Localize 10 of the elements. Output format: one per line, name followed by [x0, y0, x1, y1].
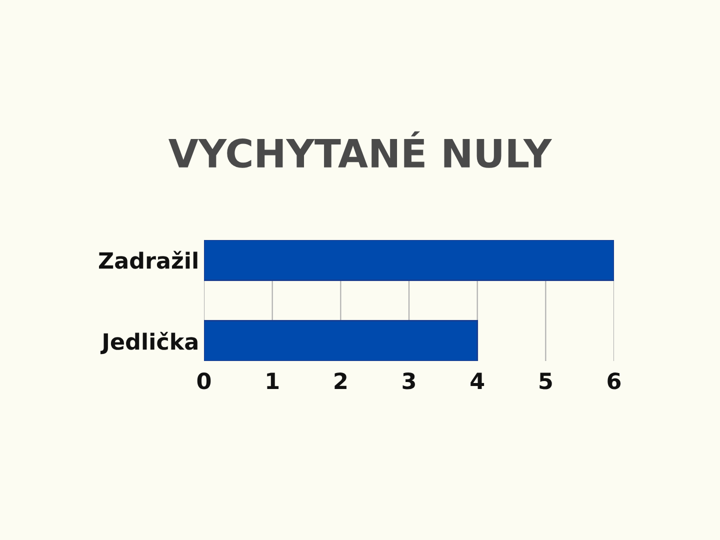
- x-tick-label: 1: [267, 372, 279, 389]
- x-tick-label: 2: [334, 372, 346, 389]
- x-tick-label: 6: [608, 372, 621, 390]
- x-tick-label: 0: [197, 372, 211, 390]
- y-tick-label: Jedlička: [100, 332, 198, 354]
- x-tick-label: 5: [540, 372, 552, 390]
- y-tick-label: Zadražil: [98, 250, 198, 269]
- x-tick-label: 3: [402, 372, 415, 390]
- x-tick-label: 4: [470, 372, 484, 389]
- chart-title: VYCHYTANÉ NULY: [168, 131, 552, 168]
